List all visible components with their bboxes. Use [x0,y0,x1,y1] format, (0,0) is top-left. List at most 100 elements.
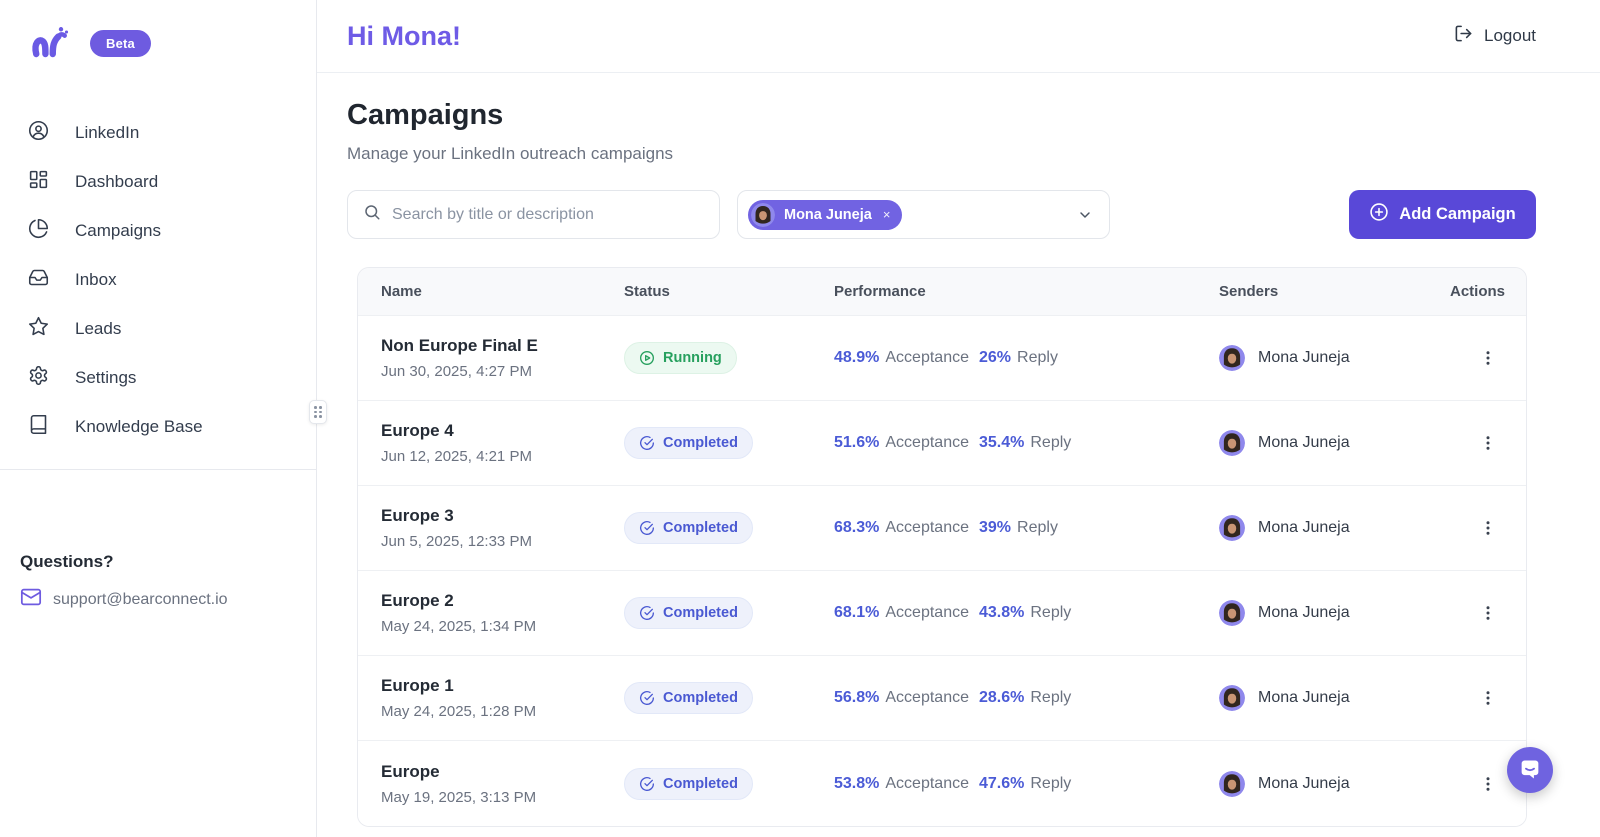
reply-value: 43.8% [979,604,1025,621]
column-header-senders: Senders [1219,283,1279,300]
reply-label: Reply [1017,519,1058,536]
status-badge: Completed [624,427,753,459]
support-email-link[interactable]: support@bearconnect.io [53,590,228,608]
chevron-down-icon [1077,207,1093,223]
status-label: Completed [663,690,738,706]
inbox-icon [28,267,49,293]
campaign-name: Europe 2 [381,591,454,610]
status-label: Running [663,350,722,366]
acceptance-value: 53.8% [834,774,880,792]
column-header-performance: Performance [834,283,926,300]
sidebar-item-label: Dashboard [75,171,159,191]
acceptance-label: Acceptance [885,689,969,706]
grip-dots-icon [314,406,322,418]
sidebar-resize-handle[interactable] [309,400,327,424]
chat-bubble-icon [1517,756,1543,785]
campaign-name: Europe 3 [381,506,454,525]
status-badge: Completed [624,597,753,629]
logout-icon [1454,24,1473,48]
dashboard-grid-icon [28,169,49,195]
sidebar-item-label: Settings [75,367,137,387]
gear-icon [28,365,49,391]
reply-label: Reply [1030,604,1072,621]
logout-button[interactable]: Logout [1454,24,1536,48]
row-actions-menu-button[interactable] [1471,341,1505,375]
acceptance-label: Acceptance [885,434,969,451]
acceptance-label: Acceptance [885,349,969,366]
acceptance-value: 68.1% [834,604,880,621]
campaign-name: Europe [381,761,440,781]
check-circle-icon [639,605,655,621]
check-circle-icon [639,435,655,451]
sender-filter-name: Mona Juneja [784,206,872,223]
sidebar-item-campaigns[interactable]: Campaigns [0,206,316,255]
table-row[interactable]: Europe 3 Jun 5, 2025, 12:33 PM Completed… [358,486,1526,571]
column-header-name: Name [381,283,422,300]
row-actions-menu-button[interactable] [1471,511,1505,545]
table-row[interactable]: Europe 2 May 24, 2025, 1:34 PM Completed… [358,571,1526,656]
check-circle-icon [639,520,655,536]
play-circle-icon [639,350,655,366]
sender-filter-dropdown[interactable]: Mona Juneja × [737,190,1110,239]
add-campaign-label: Add Campaign [1399,205,1516,223]
status-badge: Running [624,342,737,374]
row-actions-menu-button[interactable] [1471,681,1505,715]
sidebar-item-leads[interactable]: Leads [0,304,316,353]
chat-widget-button[interactable] [1507,747,1553,793]
check-circle-icon [639,690,655,706]
sidebar-item-label: Knowledge Base [75,416,203,436]
avatar [751,202,775,227]
sidebar-item-inbox[interactable]: Inbox [0,255,316,304]
acceptance-value: 48.9% [834,349,880,366]
sidebar-item-label: Leads [75,318,122,338]
status-badge: Completed [624,767,753,800]
avatar [1219,770,1245,797]
book-icon [28,414,49,440]
kebab-menu-icon [1479,436,1497,455]
reply-label: Reply [1030,689,1072,706]
acceptance-label: Acceptance [885,604,969,621]
bearconnect-logo [32,27,69,58]
column-header-actions: Actions [1450,283,1506,300]
check-circle-icon [639,776,655,792]
row-actions-menu-button[interactable] [1471,426,1505,460]
status-label: Completed [663,775,738,792]
remove-filter-icon[interactable]: × [882,207,891,222]
table-row[interactable]: Non Europe Final E Jun 30, 2025, 4:27 PM… [358,316,1526,401]
row-actions-menu-button[interactable] [1471,767,1505,801]
kebab-menu-icon [1479,521,1497,540]
plus-circle-icon [1369,202,1389,227]
table-row[interactable]: Europe 1 May 24, 2025, 1:28 PM Completed… [358,656,1526,741]
campaign-date: Jun 12, 2025, 4:21 PM [381,448,532,465]
reply-label: Reply [1017,349,1058,366]
sidebar: Beta LinkedIn Dashboard Campaigns Inbox [0,0,317,837]
campaign-date: Jun 30, 2025, 4:27 PM [381,363,532,380]
column-header-status: Status [624,283,670,300]
acceptance-label: Acceptance [885,774,969,792]
reply-label: Reply [1030,434,1072,451]
avatar [1219,600,1245,626]
sidebar-item-knowledge-base[interactable]: Knowledge Base [0,402,316,451]
acceptance-value: 68.3% [834,519,880,536]
campaign-date: May 24, 2025, 1:28 PM [381,703,537,720]
table-row[interactable]: Europe May 19, 2025, 3:13 PM Completed 5… [358,741,1526,826]
pie-chart-icon [28,218,49,244]
avatar [1219,515,1245,541]
status-label: Completed [663,520,738,536]
sidebar-item-dashboard[interactable]: Dashboard [0,157,316,206]
row-actions-menu-button[interactable] [1471,596,1505,630]
sender-name: Mona Juneja [1258,519,1350,536]
status-badge: Completed [624,682,753,714]
table-row[interactable]: Europe 4 Jun 12, 2025, 4:21 PM Completed… [358,401,1526,486]
sidebar-item-label: Inbox [75,269,117,289]
sender-name: Mona Juneja [1258,434,1350,451]
reply-value: 35.4% [979,434,1025,451]
status-label: Completed [663,605,738,621]
reply-value: 26% [979,349,1012,366]
add-campaign-button[interactable]: Add Campaign [1349,190,1536,239]
sidebar-item-settings[interactable]: Settings [0,353,316,402]
sidebar-item-linkedin[interactable]: LinkedIn [0,108,316,157]
sender-filter-chip[interactable]: Mona Juneja × [748,199,903,230]
campaign-date: May 24, 2025, 1:34 PM [381,618,537,635]
search-input[interactable] [392,205,704,224]
